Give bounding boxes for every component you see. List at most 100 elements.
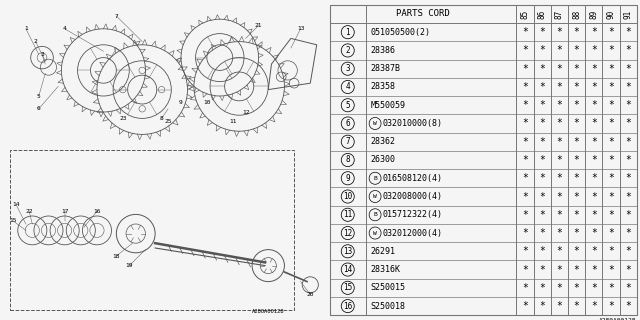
Text: 19: 19 (125, 263, 133, 268)
Text: *: * (608, 27, 614, 37)
Text: *: * (573, 246, 580, 256)
Text: *: * (540, 210, 545, 220)
Text: 016508120(4): 016508120(4) (383, 174, 443, 183)
Text: B: B (373, 212, 377, 217)
Text: 28387B: 28387B (371, 64, 401, 73)
Text: *: * (557, 301, 563, 311)
Text: 28386: 28386 (371, 46, 396, 55)
Text: 25: 25 (164, 119, 172, 124)
Text: *: * (573, 301, 580, 311)
Text: *: * (557, 137, 563, 147)
Text: *: * (522, 82, 528, 92)
Text: *: * (625, 27, 631, 37)
Text: *: * (608, 210, 614, 220)
Text: 20: 20 (307, 292, 314, 297)
Text: *: * (540, 100, 545, 110)
Text: 10: 10 (203, 100, 211, 105)
Text: *: * (591, 45, 596, 55)
Text: 17: 17 (61, 209, 68, 214)
Text: *: * (573, 45, 580, 55)
Text: *: * (625, 45, 631, 55)
Text: *: * (522, 64, 528, 74)
Text: *: * (540, 301, 545, 311)
Text: *: * (557, 100, 563, 110)
Text: *: * (625, 118, 631, 129)
Text: 7: 7 (346, 137, 350, 146)
Text: *: * (625, 173, 631, 183)
Text: *: * (540, 246, 545, 256)
Text: *: * (557, 191, 563, 202)
Text: 6: 6 (346, 119, 350, 128)
Text: 2: 2 (346, 46, 350, 55)
Text: 1: 1 (346, 28, 350, 37)
Text: 1: 1 (24, 26, 28, 31)
Text: *: * (573, 155, 580, 165)
Text: 13: 13 (343, 247, 353, 256)
Text: *: * (573, 137, 580, 147)
Text: *: * (625, 283, 631, 293)
Text: *: * (522, 100, 528, 110)
Text: *: * (608, 265, 614, 275)
Text: *: * (573, 27, 580, 37)
Text: *: * (557, 265, 563, 275)
Text: W: W (373, 194, 377, 199)
Text: 14: 14 (12, 202, 20, 207)
Text: *: * (591, 265, 596, 275)
Text: 13: 13 (297, 26, 305, 31)
Text: 88: 88 (572, 9, 581, 19)
Text: *: * (625, 228, 631, 238)
Text: *: * (557, 283, 563, 293)
Text: *: * (591, 210, 596, 220)
Text: 15: 15 (9, 218, 17, 223)
Text: *: * (522, 265, 528, 275)
Text: *: * (591, 301, 596, 311)
Text: 7: 7 (115, 13, 118, 19)
Text: *: * (608, 173, 614, 183)
Text: *: * (591, 118, 596, 129)
Text: *: * (625, 301, 631, 311)
Text: 11: 11 (229, 119, 236, 124)
Text: *: * (591, 100, 596, 110)
Text: *: * (608, 155, 614, 165)
Text: *: * (591, 137, 596, 147)
Text: *: * (608, 228, 614, 238)
Text: A280A00128: A280A00128 (599, 318, 637, 320)
Text: *: * (522, 283, 528, 293)
Text: *: * (540, 283, 545, 293)
Text: *: * (608, 301, 614, 311)
Text: *: * (591, 283, 596, 293)
Text: *: * (540, 173, 545, 183)
Text: 032008000(4): 032008000(4) (383, 192, 443, 201)
Text: *: * (591, 64, 596, 74)
Text: 86: 86 (538, 9, 547, 19)
Text: *: * (608, 64, 614, 74)
Text: *: * (573, 283, 580, 293)
Text: *: * (557, 246, 563, 256)
Text: 85: 85 (520, 9, 529, 19)
Text: *: * (591, 246, 596, 256)
Text: *: * (540, 118, 545, 129)
Text: *: * (625, 82, 631, 92)
Text: *: * (557, 82, 563, 92)
Text: *: * (625, 155, 631, 165)
Text: *: * (573, 265, 580, 275)
Text: A280A00128: A280A00128 (252, 308, 284, 314)
Text: 5: 5 (346, 101, 350, 110)
Text: *: * (540, 137, 545, 147)
Text: 28362: 28362 (371, 137, 396, 146)
Text: 12: 12 (242, 109, 250, 115)
Text: 9: 9 (179, 100, 183, 105)
Text: 87: 87 (555, 9, 564, 19)
Text: 8: 8 (346, 156, 350, 164)
Text: *: * (591, 155, 596, 165)
Text: 26300: 26300 (371, 156, 396, 164)
Text: *: * (522, 246, 528, 256)
Text: 16: 16 (343, 301, 353, 311)
Text: *: * (540, 265, 545, 275)
Text: *: * (625, 64, 631, 74)
Text: *: * (608, 191, 614, 202)
Text: *: * (591, 82, 596, 92)
Text: 4: 4 (63, 26, 67, 31)
Text: *: * (540, 155, 545, 165)
Text: *: * (625, 246, 631, 256)
